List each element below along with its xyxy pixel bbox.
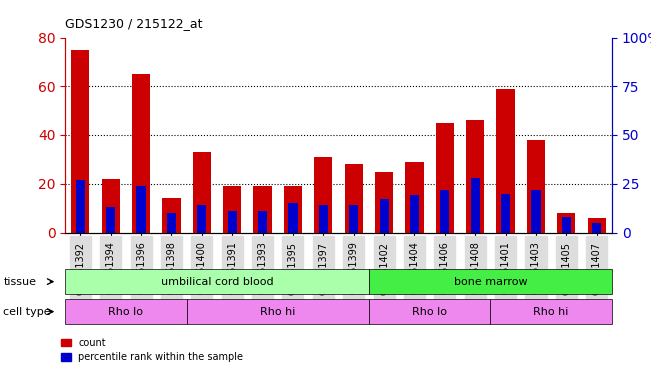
Bar: [380, 200, 389, 232]
Bar: [466, 120, 484, 232]
Legend: count, percentile rank within the sample: count, percentile rank within the sample: [57, 334, 247, 366]
Bar: [410, 195, 419, 232]
Bar: [375, 172, 393, 232]
Text: Rho lo: Rho lo: [412, 307, 447, 316]
Text: Rho lo: Rho lo: [108, 307, 143, 316]
Bar: [288, 203, 298, 232]
Bar: [102, 179, 120, 232]
Bar: [592, 223, 602, 232]
Bar: [436, 123, 454, 232]
Bar: [440, 190, 449, 232]
Text: tissue: tissue: [3, 277, 36, 286]
Bar: [76, 180, 85, 232]
Bar: [557, 213, 575, 232]
Text: Rho hi: Rho hi: [260, 307, 296, 316]
Bar: [588, 218, 606, 232]
Text: GDS1230 / 215122_at: GDS1230 / 215122_at: [65, 17, 202, 30]
Bar: [167, 213, 176, 232]
Bar: [531, 190, 540, 232]
Bar: [137, 186, 146, 232]
Text: Rho hi: Rho hi: [533, 307, 569, 316]
Bar: [258, 211, 267, 232]
Bar: [71, 50, 89, 232]
Bar: [349, 205, 358, 232]
Bar: [162, 198, 180, 232]
Bar: [406, 162, 424, 232]
Bar: [223, 186, 242, 232]
Text: bone marrow: bone marrow: [454, 277, 527, 286]
Bar: [106, 207, 115, 232]
Bar: [193, 152, 211, 232]
Bar: [132, 74, 150, 232]
Bar: [284, 186, 302, 232]
Bar: [253, 186, 271, 232]
Text: cell type: cell type: [3, 307, 51, 316]
Bar: [197, 205, 206, 232]
Bar: [527, 140, 545, 232]
Bar: [497, 89, 515, 232]
Bar: [319, 205, 328, 232]
Bar: [228, 211, 237, 232]
Bar: [562, 217, 571, 232]
Text: umbilical cord blood: umbilical cord blood: [161, 277, 273, 286]
Bar: [501, 194, 510, 232]
Bar: [344, 164, 363, 232]
Bar: [314, 157, 333, 232]
Bar: [471, 178, 480, 232]
